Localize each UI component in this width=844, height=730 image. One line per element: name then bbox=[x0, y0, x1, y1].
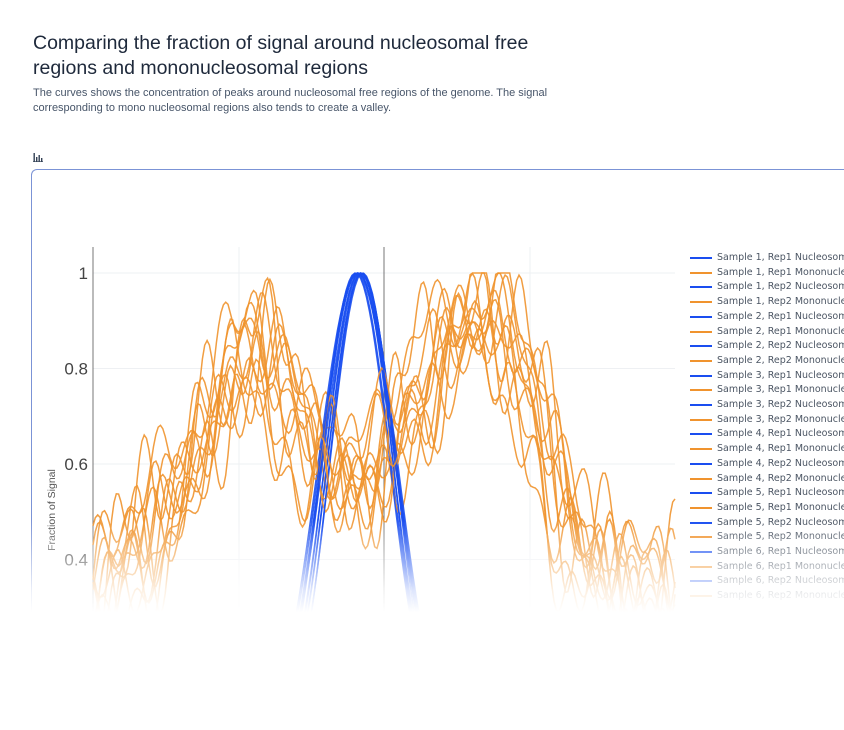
y-tick-label: 0.6 bbox=[64, 455, 88, 474]
legend-label: Sample 1, Rep2 Nucleosom bbox=[717, 281, 844, 293]
legend-item[interactable]: Sample 4, Rep2 Mononucle bbox=[690, 472, 844, 486]
legend-item[interactable]: Sample 3, Rep2 Mononucle bbox=[690, 413, 844, 427]
legend-item[interactable]: Sample 1, Rep2 Mononucle bbox=[690, 295, 844, 309]
y-axis-label: Fraction of Signal bbox=[46, 469, 58, 551]
chart-legend: Sample 1, Rep1 Nucleosom Sample 1, Rep1 M… bbox=[690, 251, 844, 603]
series-line-21 bbox=[280, 272, 442, 730]
legend-label: Sample 5, Rep1 Nucleosom bbox=[717, 487, 844, 499]
legend-swatch bbox=[690, 301, 712, 304]
legend-swatch bbox=[690, 565, 712, 568]
legend-swatch bbox=[690, 359, 712, 362]
legend-swatch bbox=[690, 595, 712, 598]
legend-label: Sample 3, Rep2 Nucleosom bbox=[717, 399, 844, 410]
legend-item[interactable]: Sample 2, Rep1 Mononucle bbox=[690, 325, 844, 339]
legend-item[interactable]: Sample 4, Rep1 Mononucle bbox=[690, 442, 844, 456]
legend-swatch bbox=[690, 418, 712, 421]
legend-item[interactable]: Sample 5, Rep1 Nucleosom bbox=[690, 486, 844, 500]
legend-item[interactable]: Sample 1, Rep1 Mononucle bbox=[690, 266, 844, 280]
legend-label: Sample 5, Rep2 Mononucle bbox=[717, 531, 844, 543]
legend-label: Sample 3, Rep1 Nucleosom bbox=[717, 369, 844, 381]
legend-swatch bbox=[690, 580, 712, 583]
legend-label: Sample 2, Rep2 Nucleosom bbox=[717, 340, 844, 352]
legend-swatch bbox=[690, 330, 712, 333]
legend-label: Sample 1, Rep1 Nucleosom bbox=[717, 252, 844, 263]
series-line-7 bbox=[268, 272, 445, 730]
legend-swatch bbox=[690, 492, 712, 495]
legend-item[interactable]: Sample 6, Rep2 Nucleosom bbox=[690, 574, 844, 588]
legend-item[interactable]: Sample 2, Rep2 Nucleosom bbox=[690, 339, 844, 353]
series-line-4 bbox=[92, 284, 676, 628]
legend-label: Sample 3, Rep1 Mononucle bbox=[717, 384, 844, 396]
legend-label: Sample 6, Rep1 Nucleosom bbox=[717, 546, 844, 557]
y-tick-label: 0.4 bbox=[64, 551, 88, 570]
legend-label: Sample 4, Rep1 Mononucle bbox=[717, 443, 844, 455]
legend-label: Sample 6, Rep2 Mononucle bbox=[717, 590, 844, 602]
series-line-15 bbox=[268, 272, 443, 730]
legend-label: Sample 2, Rep1 Nucleosom bbox=[717, 310, 844, 322]
legend-label: Sample 2, Rep1 Mononucle bbox=[717, 325, 844, 337]
legend-swatch bbox=[690, 271, 712, 274]
legend-item[interactable]: Sample 1, Rep1 Nucleosom bbox=[690, 251, 844, 265]
bar-chart-icon[interactable] bbox=[33, 152, 43, 162]
legend-item[interactable]: Sample 5, Rep2 Nucleosom bbox=[690, 516, 844, 530]
series-line-18 bbox=[92, 272, 676, 641]
legend-swatch bbox=[690, 462, 712, 465]
page-description: The curves shows the concentration of pe… bbox=[33, 87, 548, 114]
legend-label: Sample 4, Rep1 Nucleosom bbox=[717, 428, 844, 440]
legend-item[interactable]: Sample 4, Rep1 Nucleosom bbox=[690, 427, 844, 441]
legend-item[interactable]: Sample 5, Rep1 Mononucle bbox=[690, 501, 844, 515]
legend-label: Sample 1, Rep2 Mononucle bbox=[717, 296, 844, 308]
legend-item[interactable]: Sample 2, Rep1 Nucleosom bbox=[690, 310, 844, 324]
legend-item[interactable]: Sample 3, Rep1 Nucleosom bbox=[690, 369, 844, 383]
legend-swatch bbox=[690, 374, 712, 377]
legend-item[interactable]: Sample 6, Rep1 Nucleosom bbox=[690, 545, 844, 559]
legend-swatch bbox=[690, 257, 712, 259]
y-tick-label: 1 bbox=[79, 264, 88, 283]
legend-label: Sample 6, Rep2 Nucleosom bbox=[717, 575, 844, 587]
series-line-23 bbox=[261, 272, 455, 730]
legend-label: Sample 5, Rep2 Nucleosom bbox=[717, 516, 844, 528]
legend-label: Sample 4, Rep2 Mononucle bbox=[717, 472, 844, 484]
series-line-20 bbox=[92, 272, 676, 668]
y-tick-label: 0.8 bbox=[64, 360, 88, 379]
legend-swatch bbox=[690, 536, 712, 539]
legend-label: Sample 4, Rep2 Nucleosom bbox=[717, 457, 844, 469]
legend-item[interactable]: Sample 5, Rep2 Mononucle bbox=[690, 530, 844, 544]
bottom-area bbox=[0, 618, 844, 730]
legend-item[interactable]: Sample 4, Rep2 Nucleosom bbox=[690, 457, 844, 471]
legend-swatch bbox=[690, 404, 712, 406]
chart-panel bbox=[31, 169, 844, 630]
legend-label: Sample 5, Rep1 Mononucle bbox=[717, 501, 844, 513]
legend-item[interactable]: Sample 6, Rep2 Mononucle bbox=[690, 589, 844, 603]
legend-swatch bbox=[690, 521, 712, 524]
legend-item[interactable]: Sample 6, Rep1 Mononucle bbox=[690, 560, 844, 574]
legend-label: Sample 1, Rep1 Mononucle bbox=[717, 266, 844, 278]
legend-swatch bbox=[690, 433, 712, 436]
legend-swatch bbox=[690, 477, 712, 480]
page-title: Comparing the fraction of signal around … bbox=[33, 32, 529, 79]
legend-label: Sample 6, Rep1 Mononucle bbox=[717, 560, 844, 572]
legend-label: Sample 3, Rep2 Mononucle bbox=[717, 413, 844, 425]
legend-item[interactable]: Sample 1, Rep2 Nucleosom bbox=[690, 280, 844, 294]
legend-item[interactable]: Sample 3, Rep2 Nucleosom bbox=[690, 398, 844, 412]
legend-swatch bbox=[690, 286, 712, 289]
legend-label: Sample 2, Rep2 Mononucle bbox=[717, 354, 844, 366]
legend-swatch bbox=[690, 506, 712, 509]
legend-swatch bbox=[690, 551, 712, 553]
legend-item[interactable]: Sample 2, Rep2 Mononucle bbox=[690, 354, 844, 368]
series-line-17 bbox=[265, 272, 455, 730]
legend-item[interactable]: Sample 3, Rep1 Mononucle bbox=[690, 383, 844, 397]
legend-swatch bbox=[690, 448, 712, 451]
legend-swatch bbox=[690, 389, 712, 392]
legend-swatch bbox=[690, 345, 712, 348]
legend-swatch bbox=[690, 315, 712, 318]
